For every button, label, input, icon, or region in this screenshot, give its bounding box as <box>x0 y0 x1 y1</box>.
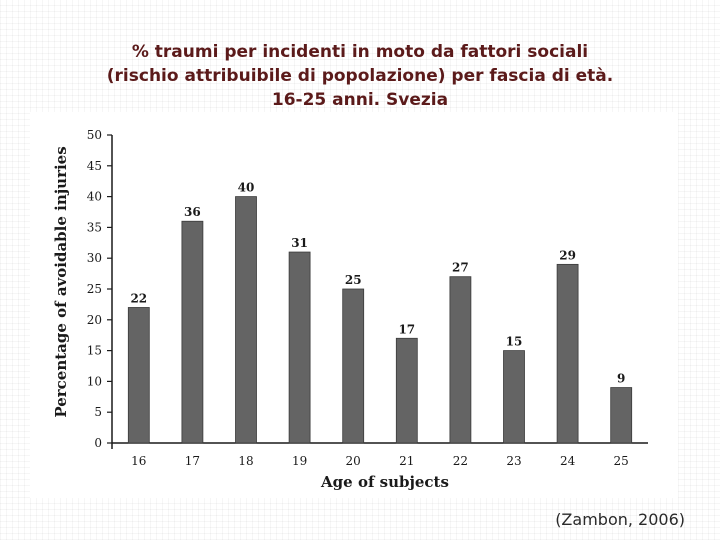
x-tick-label: 19 <box>292 454 307 468</box>
x-tick-label: 24 <box>560 454 576 468</box>
bar-value-label: 15 <box>506 335 523 349</box>
title-line-3: 16-25 anni. Svezia <box>271 90 449 110</box>
bar <box>127 307 150 444</box>
y-tick-label: 5 <box>94 405 102 419</box>
y-tick-label: 40 <box>87 190 102 204</box>
bars <box>127 196 633 444</box>
y-tick-label: 30 <box>87 251 102 265</box>
y-tick-label: 45 <box>87 159 102 173</box>
bar <box>288 251 311 444</box>
y-axis-ticks: 0 5 10 15 20 25 30 35 40 45 50 <box>87 128 112 450</box>
y-tick-label: 25 <box>87 282 102 296</box>
citation: (Zambon, 2006) <box>555 510 685 529</box>
bar <box>395 337 418 444</box>
y-tick-label: 20 <box>87 313 102 327</box>
x-axis-label: Age of subjects <box>320 473 449 491</box>
bar-value-label: 27 <box>452 261 469 275</box>
x-tick-label: 23 <box>506 454 521 468</box>
y-tick-label: 50 <box>87 128 102 142</box>
bar <box>610 387 633 444</box>
x-axis-ticks: 16 17 18 19 20 21 22 23 24 25 <box>131 454 629 468</box>
title-line-1: % traumi per incidenti in moto da fattor… <box>131 42 589 62</box>
bar-value-label: 25 <box>345 273 362 287</box>
x-tick-label: 18 <box>238 454 253 468</box>
x-tick-label: 20 <box>346 454 361 468</box>
bar <box>235 196 257 444</box>
bar <box>556 263 579 444</box>
bar <box>503 350 525 444</box>
bar <box>342 288 365 444</box>
bar <box>181 220 204 444</box>
bar <box>449 276 472 444</box>
y-tick-label: 15 <box>87 344 102 358</box>
x-tick-label: 21 <box>399 454 414 468</box>
chart-panel: 0 5 10 15 20 25 30 35 40 45 50 22 36 40 31 25 17 27 15 29 9… <box>30 112 678 498</box>
x-tick-label: 22 <box>453 454 468 468</box>
bar-value-label: 22 <box>130 291 147 305</box>
y-axis-label: Percentage of avoidable injuries <box>52 146 70 417</box>
bar-chart: 0 5 10 15 20 25 30 35 40 45 50 22 36 40 31 25 17 27 15 29 9… <box>52 128 648 491</box>
data-labels: 22 36 40 31 25 17 27 15 29 9 <box>130 181 625 386</box>
bar-value-label: 31 <box>291 236 308 250</box>
bar-value-label: 17 <box>398 322 415 336</box>
x-tick-label: 17 <box>185 454 200 468</box>
x-tick-label: 16 <box>131 454 146 468</box>
bar-value-label: 36 <box>184 205 201 219</box>
slide-title: % traumi per incidenti in moto da fattor… <box>40 40 680 112</box>
bar-value-label: 29 <box>559 248 576 262</box>
title-line-2: (rischio attribuibile di popolazione) pe… <box>106 66 614 86</box>
y-tick-label: 0 <box>94 436 102 450</box>
y-tick-label: 10 <box>87 374 102 388</box>
y-tick-label: 35 <box>87 220 102 234</box>
bar-value-label: 9 <box>617 372 625 386</box>
x-tick-label: 25 <box>614 454 629 468</box>
bar-value-label: 40 <box>238 181 255 195</box>
